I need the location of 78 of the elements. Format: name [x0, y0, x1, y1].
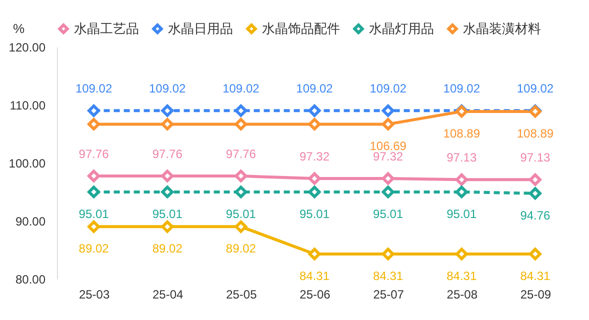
- point: [88, 170, 100, 182]
- data-label: 94.76: [520, 208, 551, 222]
- data-label: 97.13: [446, 150, 477, 165]
- data-label: 84.31: [520, 269, 551, 283]
- point: [234, 170, 248, 182]
- point: [234, 104, 248, 117]
- data-label: 108.89: [443, 126, 480, 140]
- data-label: 95.01: [299, 206, 330, 221]
- data-label: 84.31: [299, 269, 330, 283]
- point: [88, 104, 100, 117]
- point: [161, 220, 174, 233]
- data-label: 89.02: [226, 242, 256, 256]
- point: [161, 186, 174, 198]
- point: [308, 172, 321, 185]
- point: [528, 248, 542, 260]
- data-label: 95.01: [373, 206, 404, 221]
- point: [382, 118, 394, 130]
- point: [455, 248, 468, 260]
- point: [528, 173, 542, 186]
- data-label: 95.01: [78, 206, 110, 221]
- y-tick-label: 90.00: [15, 214, 46, 228]
- x-tick-label: 25-06: [300, 288, 331, 302]
- point: [88, 186, 100, 198]
- point: [308, 104, 321, 117]
- legend-label: 水晶饰品配件: [262, 20, 340, 36]
- data-label: 97.76: [152, 146, 183, 161]
- y-tick-label: 100.00: [8, 156, 46, 170]
- data-label: 109.02: [75, 82, 112, 96]
- point: [161, 170, 174, 182]
- x-tick-label: 25-04: [152, 288, 184, 302]
- data-label: 97.76: [226, 146, 256, 161]
- point: [161, 118, 174, 130]
- point: [382, 104, 394, 117]
- data-label: 97.76: [78, 146, 110, 161]
- point: [382, 172, 394, 185]
- y-tick-label: 110.00: [10, 98, 46, 112]
- data-label: 109.02: [149, 82, 186, 96]
- point: [88, 118, 100, 130]
- data-label: 109.02: [296, 82, 334, 96]
- y-tick-label: 80.00: [15, 272, 46, 286]
- data-label: 109.02: [222, 82, 260, 96]
- point: [382, 248, 394, 260]
- legend-label: 水晶装潢材料: [463, 20, 541, 36]
- data-label: 89.02: [78, 242, 110, 256]
- data-label: 97.13: [520, 150, 551, 165]
- data-label: 109.02: [443, 82, 480, 96]
- point: [455, 173, 468, 186]
- data-label: 95.01: [446, 206, 477, 221]
- point: [308, 118, 321, 130]
- data-label: 84.31: [373, 269, 404, 283]
- y-tick-label: 120.00: [8, 40, 46, 54]
- x-tick-label: 25-05: [226, 288, 258, 302]
- point: [382, 186, 394, 198]
- point: [88, 220, 100, 233]
- x-tick-label: 25-09: [520, 288, 552, 302]
- data-label: 89.02: [152, 242, 183, 256]
- y-axis-title: %: [13, 21, 25, 36]
- point: [234, 186, 248, 198]
- point: [455, 186, 468, 198]
- point: [528, 187, 542, 200]
- x-tick-label: 25-03: [78, 288, 110, 302]
- data-label: 109.02: [516, 82, 554, 96]
- point: [161, 104, 174, 117]
- point: [234, 118, 248, 130]
- data-label: 95.01: [226, 206, 256, 221]
- x-tick-label: 25-08: [446, 288, 478, 302]
- legend-label: 水晶日用品: [168, 20, 233, 36]
- data-label: 97.32: [299, 150, 330, 164]
- point: [234, 220, 248, 233]
- point: [308, 186, 321, 198]
- data-label: 95.01: [152, 206, 183, 221]
- legend-label: 水晶灯用品: [369, 20, 434, 36]
- x-tick-label: 25-07: [373, 288, 404, 302]
- data-label: 108.89: [516, 126, 554, 140]
- data-label: 84.31: [446, 269, 477, 283]
- point: [308, 248, 321, 260]
- legend-label: 水晶工艺品: [74, 20, 139, 36]
- data-label: 109.02: [370, 82, 407, 96]
